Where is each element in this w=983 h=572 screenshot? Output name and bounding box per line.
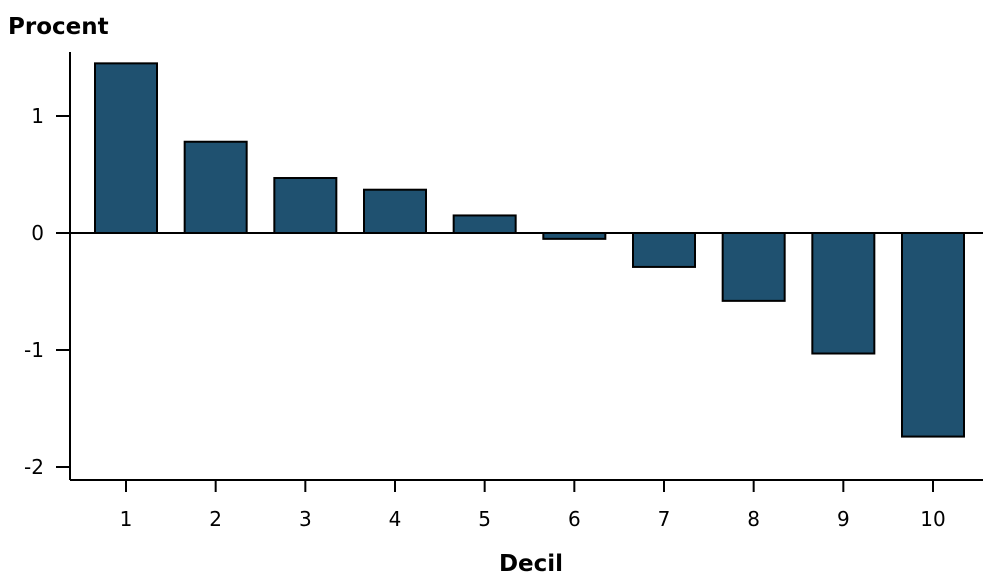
bar xyxy=(183,140,248,235)
bar xyxy=(901,232,965,438)
y-tick-label: 1 xyxy=(31,104,44,128)
y-tick-label: 0 xyxy=(31,221,44,245)
y-tick-label: -1 xyxy=(24,338,44,362)
bar xyxy=(94,62,158,234)
bar xyxy=(273,177,338,234)
x-tick-label: 1 xyxy=(120,507,133,531)
x-tick-label: 3 xyxy=(299,507,312,531)
x-axis-title: Decil xyxy=(499,551,563,572)
bars xyxy=(94,62,965,438)
x-tick-label: 7 xyxy=(658,507,671,531)
y-axis: 1 0 -1 -2 xyxy=(24,52,71,480)
x-axis: 1 2 3 4 5 6 7 8 9 10 xyxy=(70,479,983,531)
x-tick-label: 8 xyxy=(747,507,760,531)
x-tick-label: 4 xyxy=(389,507,402,531)
x-tick-label: 2 xyxy=(209,507,222,531)
x-tick-label: 5 xyxy=(478,507,491,531)
x-tick-label: 9 xyxy=(837,507,850,531)
bar xyxy=(721,232,786,302)
bar xyxy=(811,232,876,355)
x-tick-label: 10 xyxy=(920,507,945,531)
bar xyxy=(632,232,696,268)
x-tick-label: 6 xyxy=(568,507,581,531)
bar xyxy=(452,214,517,234)
y-tick-label: -2 xyxy=(24,455,44,479)
y-axis-title: Procent xyxy=(8,14,109,40)
bar xyxy=(363,188,427,235)
